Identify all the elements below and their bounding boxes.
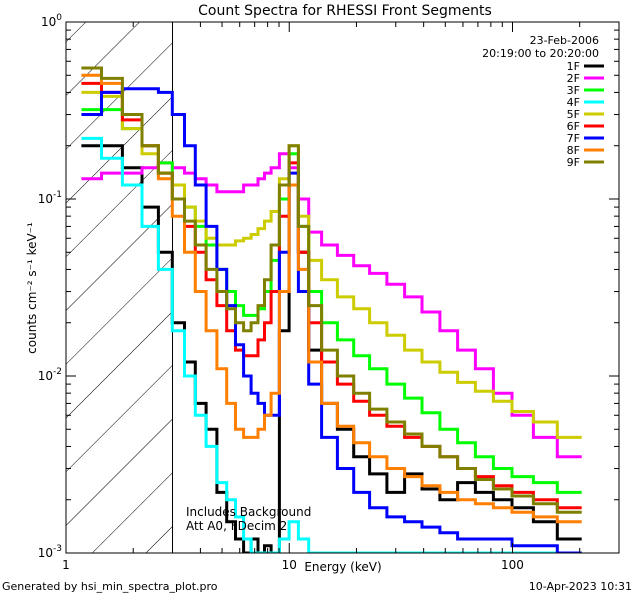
legend-time-range: 20:19:00 to 20:20:00 (482, 47, 599, 60)
footer-timestamp: 10-Apr-2023 10:31 (528, 580, 632, 593)
legend-label-6f: 6F (567, 120, 580, 133)
series-2f-line (81, 152, 582, 459)
legend-label-5f: 5F (567, 108, 580, 121)
legend-label-8f: 8F (567, 144, 580, 157)
annotation-attenuator: Att A0, FDecim 2 (186, 519, 287, 533)
series-9f-line (81, 66, 582, 514)
series-8f-line (81, 73, 582, 524)
legend-label-7f: 7F (567, 132, 580, 145)
footer-generator: Generated by hsi_min_spectra_plot.pro (2, 580, 218, 593)
legend-label-2f: 2F (567, 72, 580, 85)
chart-title: Count Spectra for RHESSI Front Segments (198, 3, 492, 19)
axis-ticks (65, 22, 620, 554)
shaded-region (66, 22, 173, 553)
series-4f-line (81, 136, 582, 553)
y-tick-label: 100 (41, 13, 62, 29)
x-tick-label: 10 (282, 558, 297, 572)
x-tick-label: 1 (62, 558, 70, 572)
x-axis-label: Energy (keV) (304, 560, 381, 574)
x-tick-label: 100 (501, 558, 524, 572)
y-tick-label: 10-3 (38, 544, 62, 560)
y-tick-label: 10-1 (38, 190, 62, 206)
spectra-chart: Count Spectra for RHESSI Front Segments … (25, 3, 620, 574)
legend-label-9f: 9F (567, 156, 580, 169)
series-1f-line (81, 144, 582, 553)
y-tick-label: 10-2 (38, 367, 62, 383)
series-group (81, 66, 582, 553)
axis-tick-labels: 1 10 100 10-3 10-2 10-1 100 (38, 13, 524, 572)
legend-date: 23-Feb-2006 (530, 34, 599, 47)
series-7f-line (81, 87, 582, 553)
y-axis-label: counts cm⁻² s⁻¹ keV⁻¹ (25, 222, 39, 354)
legend-label-3f: 3F (567, 84, 580, 97)
annotation-background: Includes Background (186, 505, 311, 519)
legend-label-1f: 1F (567, 60, 580, 73)
legend-label-4f: 4F (567, 96, 580, 109)
plot-frame (65, 21, 620, 554)
